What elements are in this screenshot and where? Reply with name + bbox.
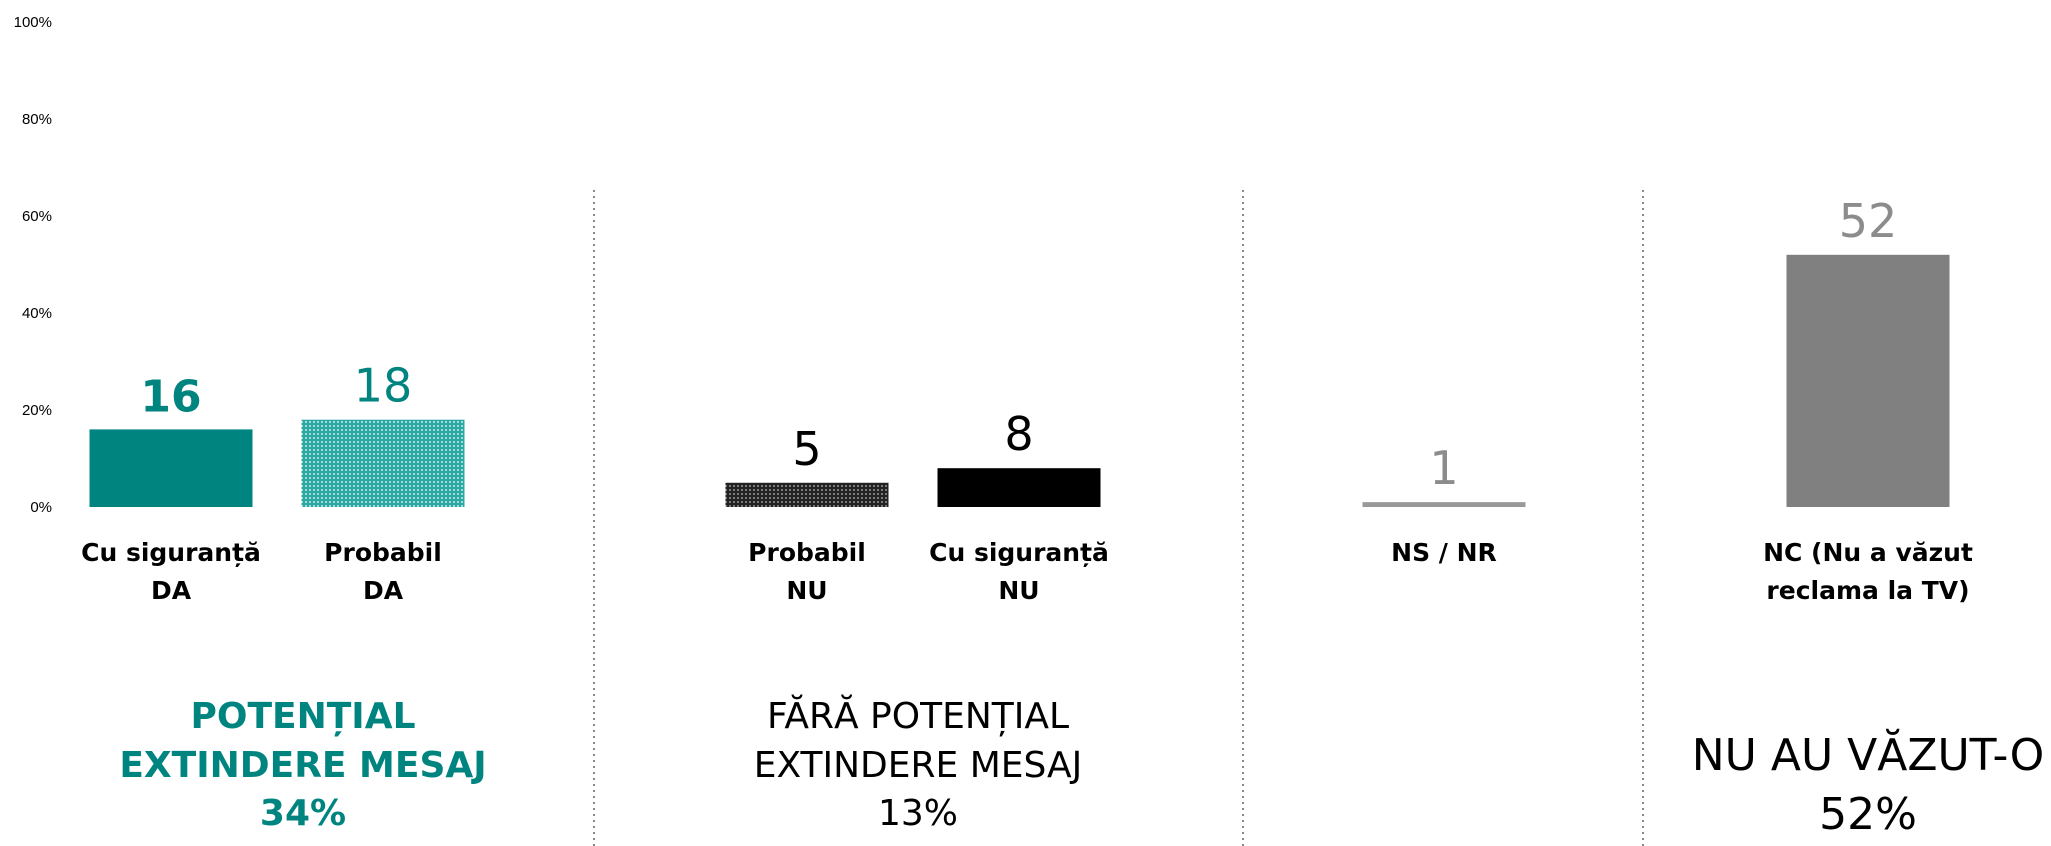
- group-summary-label: NU AU VĂZUT-O 52%: [1568, 726, 2051, 845]
- value-label: 18: [354, 359, 413, 413]
- y-tick-label: 80%: [22, 111, 52, 128]
- category-label: NS / NR: [1391, 538, 1497, 567]
- bars: [89, 254, 1950, 507]
- value-label: 16: [140, 371, 201, 422]
- category-label: Cu siguranță: [81, 538, 261, 567]
- bar: [937, 468, 1101, 507]
- group-summary-line: NU AU VĂZUT-O: [1691, 730, 2045, 781]
- y-tick-label: 0%: [30, 499, 52, 516]
- group-summary-line: EXTINDERE MESAJ: [753, 744, 1083, 786]
- bar: [1362, 502, 1526, 507]
- y-tick-label: 40%: [22, 305, 52, 322]
- group-summary-line: EXTINDERE MESAJ: [119, 744, 487, 786]
- value-label: 52: [1839, 194, 1898, 248]
- value-label: 1: [1429, 441, 1458, 495]
- y-tick-label: 100%: [14, 14, 52, 31]
- y-tick-label: 20%: [22, 402, 52, 419]
- group-summary-label: POTENȚIAL EXTINDERE MESAJ 34%: [3, 693, 603, 839]
- group-summary-line: 34%: [259, 793, 347, 835]
- category-label: DA: [151, 576, 192, 605]
- group-summary-line: FĂRĂ POTENȚIAL: [766, 696, 1070, 737]
- category-labels: Cu siguranță DA Probabil DA Probabil NU Cu sig…: [81, 538, 1973, 605]
- bar: [725, 482, 889, 507]
- y-axis-ticks: 0% 20% 40% 60% 80% 100%: [14, 14, 52, 516]
- category-label: reclama la TV): [1766, 576, 1969, 605]
- bar: [301, 419, 465, 507]
- value-label: 5: [792, 422, 821, 476]
- value-labels: 16 18 5 8 1 52: [140, 194, 1897, 495]
- category-label: NU: [998, 576, 1039, 605]
- value-label: 8: [1004, 407, 1033, 461]
- category-label: Probabil: [748, 538, 866, 567]
- group-summary-line: 52%: [1819, 789, 1917, 841]
- category-label: Cu siguranță: [929, 538, 1109, 567]
- y-tick-label: 60%: [22, 208, 52, 225]
- group-dividers: [593, 190, 1644, 846]
- group-summary-label: FĂRĂ POTENȚIAL EXTINDERE MESAJ 13%: [618, 693, 1218, 839]
- bar: [89, 429, 253, 507]
- group-summary-line: POTENȚIAL: [190, 696, 416, 737]
- category-label: DA: [363, 576, 404, 605]
- category-label: Probabil: [324, 538, 442, 567]
- group-summary-line: 13%: [877, 793, 958, 835]
- bar: [1786, 254, 1950, 507]
- category-label: NU: [786, 576, 827, 605]
- category-label: NC (Nu a văzut: [1763, 538, 1973, 567]
